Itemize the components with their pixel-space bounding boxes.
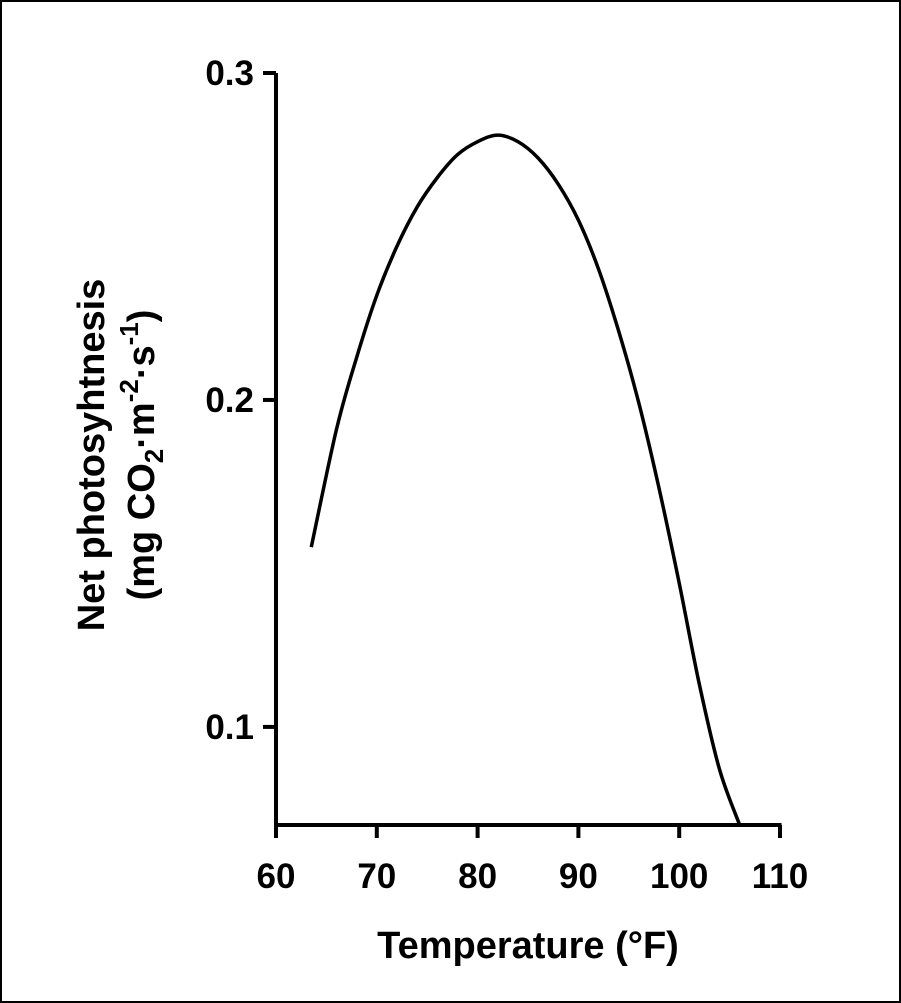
y-axis-label: Net photosyhtnesis (mg CO2·m-2·s-1) xyxy=(71,279,169,632)
y-label-part: ·s xyxy=(121,345,163,379)
x-tick-label: 110 xyxy=(752,857,808,896)
y-label-part: ) xyxy=(121,310,163,323)
x-tick-label: 90 xyxy=(559,857,598,896)
x-tick-label: 80 xyxy=(458,857,497,896)
y-tick-label: 0.1 xyxy=(205,708,254,747)
y-label-subscript: 2 xyxy=(139,449,169,463)
y-tick-label: 0.2 xyxy=(205,381,254,420)
y-label-part: ·m xyxy=(121,402,163,448)
y-label-superscript: -2 xyxy=(114,379,144,402)
y-axis-label-line1: Net photosyhtnesis xyxy=(71,279,113,632)
series-line xyxy=(309,133,742,826)
y-axis-label-line2: (mg CO2·m-2·s-1) xyxy=(114,310,169,601)
x-tick-label: 100 xyxy=(650,857,708,896)
x-tick-label: 70 xyxy=(357,857,396,896)
y-label-superscript: -1 xyxy=(114,322,144,345)
y-label-part: (mg CO xyxy=(121,463,163,600)
y-tick-label: 0.3 xyxy=(205,54,254,93)
x-tick-label: 60 xyxy=(257,857,296,896)
x-axis-label: Temperature (°F) xyxy=(377,925,679,967)
